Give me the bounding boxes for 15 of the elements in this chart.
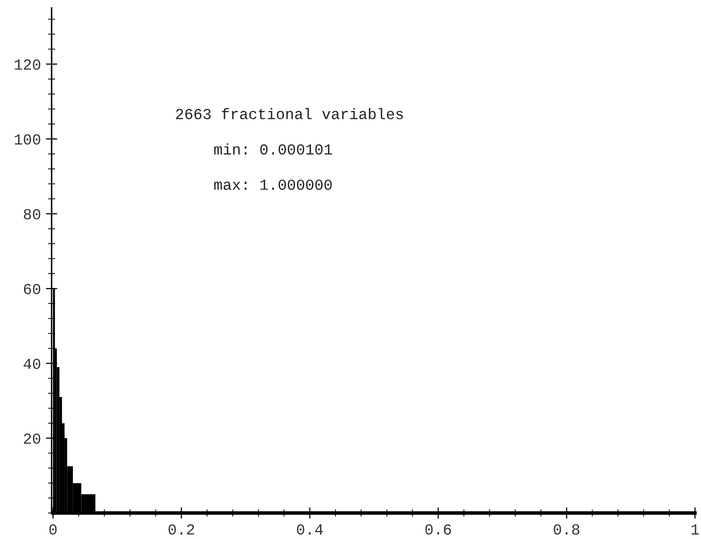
y-tick-label: 40: [24, 358, 40, 370]
y-tick-label: 60: [24, 284, 40, 294]
y-tick-label: 100: [14, 134, 40, 145]
annotation: max: 1.000000: [214, 180, 332, 190]
x-tick-label: 0.2: [168, 524, 194, 535]
x-tick-label: 0.4: [296, 524, 323, 535]
y-tick-label: 20: [24, 434, 40, 444]
x-tick-label: 0.6: [425, 524, 451, 535]
y-tick-label: 80: [24, 209, 40, 220]
x-tick-label: 0: [49, 524, 57, 535]
x-tick-label: 0.8: [554, 524, 580, 535]
x-tick-label: 1: [692, 524, 699, 534]
annotation: 2663 fractional variables: [176, 108, 403, 120]
annotation: min: 0.000101: [214, 143, 332, 155]
y-tick-label: 120: [14, 59, 40, 70]
